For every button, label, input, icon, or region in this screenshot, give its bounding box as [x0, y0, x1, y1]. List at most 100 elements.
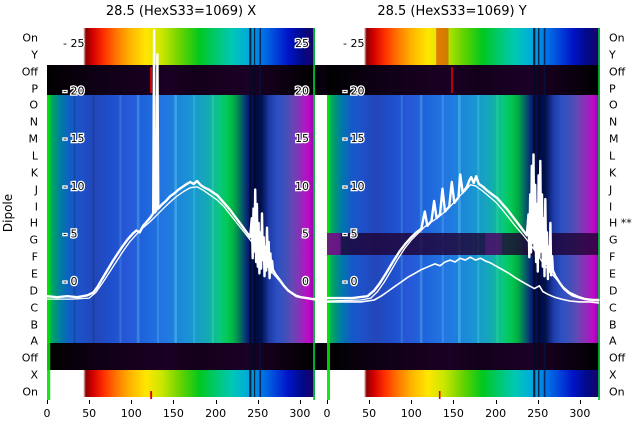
dipole-row-label: K: [30, 166, 38, 180]
dipole-row-label: A: [609, 334, 617, 348]
dipole-axis-left: On Y Off P O N M L K J I H G F E D C B A Off X On: [0, 0, 42, 440]
x-tick-mark: [411, 400, 413, 404]
x-tick-label: 200: [205, 407, 227, 420]
x-tick-mark: [47, 400, 48, 404]
value-tick-label: - 5: [63, 227, 77, 240]
x-tick-label: 100: [400, 407, 422, 420]
dipole-row-label: F: [609, 250, 616, 264]
x-tick-label: 250: [247, 407, 269, 420]
value-tick-label: - 5: [343, 227, 357, 240]
x-tick-label: 150: [162, 407, 184, 420]
dipole-axis-right: On Y Off P O N M L K J I H ** G F E D C B A Off X On: [606, 0, 640, 440]
heatmap-panel-y: - 25 - 20 - 15 - 10 - 5 - 0: [327, 25, 600, 400]
x-tick-mark: [453, 400, 455, 404]
value-tick-label: - 10: [63, 180, 84, 193]
value-tick-label: - 0: [343, 275, 357, 288]
dipole-row-label: C: [609, 301, 617, 315]
x-tick-mark: [131, 400, 133, 404]
x-tick-label: 200: [485, 407, 507, 420]
dipole-row-label: M: [609, 132, 619, 146]
dipole-row-label: On: [22, 31, 38, 45]
value-tick-label: - 15: [63, 132, 84, 145]
dipole-row-label: B: [30, 318, 38, 332]
x-tick-label: 0: [43, 407, 51, 420]
value-tick-label: 5: [302, 227, 309, 240]
value-tick-label: 25: [295, 37, 309, 50]
x-tick-mark: [173, 400, 175, 404]
dipole-row-label: Off: [21, 351, 38, 365]
beam-profile-echo: [327, 184, 600, 302]
x-tick-label: 300: [569, 407, 591, 420]
x-tick-mark: [579, 400, 581, 404]
x-tick-label: 50: [362, 407, 377, 420]
dipole-row-label: I: [609, 200, 613, 214]
value-tick-label: 0: [302, 275, 309, 288]
dipole-row-label: G: [29, 233, 38, 247]
x-tick-label: 300: [289, 407, 311, 420]
beam-profile-small: [327, 256, 600, 304]
x-tick-mark: [369, 400, 371, 404]
panel-x-title: 28.5 (HexS33=1069) X: [105, 4, 257, 19]
value-tick-label: 10: [295, 180, 309, 193]
dipole-row-label: D: [29, 284, 38, 298]
beam-profile-main: [47, 29, 315, 301]
dipole-row-label: H: [29, 216, 38, 230]
heatmap-panel-x: - 25 25 - 20 20 - 15 15 - 10 10 - 5 5 - 0 0: [47, 25, 315, 400]
dipole-row-label: I: [34, 200, 38, 214]
value-tick-label: - 20: [63, 85, 84, 98]
x-tick-label: 150: [442, 407, 464, 420]
dipole-row-label: K: [609, 166, 617, 180]
x-tick-label: 250: [527, 407, 549, 420]
x-tick-mark: [215, 400, 217, 404]
x-tick-mark: [89, 400, 91, 404]
heatmap-svg: - 25 - 20 - 15 - 10 - 5 - 0: [327, 25, 600, 400]
x-tick-mark: [327, 400, 328, 404]
dipole-row-label: H **: [609, 216, 632, 230]
dipole-row-label: E: [31, 267, 38, 281]
value-tick-label: - 0: [63, 275, 77, 288]
dipole-row-label: A: [30, 334, 38, 348]
value-tick-label: 15: [295, 132, 309, 145]
dipole-row-label: M: [28, 132, 39, 146]
value-tick-label: 20: [295, 85, 309, 98]
dipole-row-label: J: [34, 183, 38, 197]
value-tick-label: - 25: [343, 37, 364, 50]
panel-y-title: 28.5 (HexS33=1069) Y: [377, 4, 527, 19]
dipole-row-label: P: [609, 82, 616, 96]
dipole-row-label: J: [609, 183, 613, 197]
dipole-row-label: Y: [31, 48, 38, 62]
value-tick-label: - 10: [343, 180, 364, 193]
dipole-row-label: Y: [609, 48, 616, 62]
dipole-row-label: D: [609, 284, 618, 298]
x-tick-label: 50: [82, 407, 97, 420]
dipole-row-label: B: [609, 318, 617, 332]
dipole-row-label: P: [31, 82, 38, 96]
dipole-row-label: Off: [609, 351, 626, 365]
value-tick-label: - 15: [343, 132, 364, 145]
value-tick-label: - 20: [343, 85, 364, 98]
heatmap-svg: - 25 25 - 20 20 - 15 15 - 10 10 - 5 5 - 0 0: [47, 25, 315, 400]
x-tick-label: 100: [120, 407, 142, 420]
beam-profile-echo: [47, 186, 315, 301]
dipole-row-label: N: [29, 115, 38, 129]
x-tick-mark: [495, 400, 497, 404]
dipole-row-label: G: [609, 233, 618, 247]
x-tick-mark: [299, 400, 301, 404]
dipole-row-label: On: [609, 31, 625, 45]
value-tick-label: - 25: [63, 37, 84, 50]
dipole-row-label: On: [22, 385, 38, 399]
dipole-row-label: O: [609, 98, 618, 112]
dipole-row-label: E: [609, 267, 616, 281]
dipole-row-label: X: [30, 368, 38, 382]
dipole-row-label: C: [30, 301, 38, 315]
x-tick-mark: [537, 400, 539, 404]
dipole-row-label: L: [609, 149, 616, 163]
x-tick-label: 0: [323, 407, 331, 420]
dipole-row-label: Off: [21, 65, 38, 79]
dipole-row-label: Off: [609, 65, 626, 79]
dipole-row-label: F: [31, 250, 38, 264]
dipole-row-label: O: [29, 98, 38, 112]
dipole-row-label: X: [609, 368, 617, 382]
x-tick-mark: [257, 400, 259, 404]
